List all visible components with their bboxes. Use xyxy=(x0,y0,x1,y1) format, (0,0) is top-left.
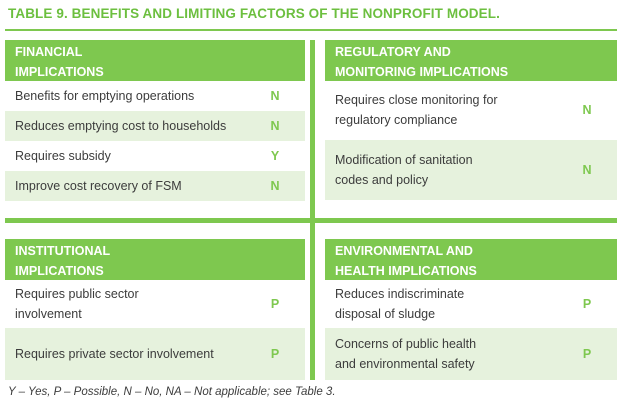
table-row: Requires public sector involvement P xyxy=(5,280,305,328)
environmental-heading-line1: ENVIRONMENTAL AND xyxy=(335,244,473,258)
table-row: Improve cost recovery of FSM N xyxy=(5,171,305,201)
institutional-heading-line2: IMPLICATIONS xyxy=(15,264,104,278)
table-row: Benefits for emptying operations N xyxy=(5,81,305,111)
table-row: Reduces emptying cost to households N xyxy=(5,111,305,141)
financial-heading-line1: FINANCIAL xyxy=(15,45,83,59)
row-value: P xyxy=(270,347,280,361)
row-label: Requires subsidy xyxy=(15,149,111,163)
table-row: Reduces indiscriminate disposal of sludg… xyxy=(325,280,617,328)
row-label-line2: and environmental safety xyxy=(335,357,475,371)
table-row: Concerns of public health and environmen… xyxy=(325,328,617,380)
table-title: TABLE 9. BENEFITS AND LIMITING FACTORS O… xyxy=(8,6,500,21)
row-value: P xyxy=(270,297,280,311)
regulatory-heading-line2: MONITORING IMPLICATIONS xyxy=(335,65,509,79)
row-value: N xyxy=(270,119,280,133)
horizontal-divider xyxy=(5,218,617,223)
footnote: Y – Yes, P – Possible, N – No, NA – Not … xyxy=(8,386,336,398)
row-value: P xyxy=(582,347,592,361)
row-label: Requires close monitoring for regulatory… xyxy=(335,90,498,130)
environmental-heading: ENVIRONMENTAL AND HEALTH IMPLICATIONS xyxy=(325,239,617,280)
regulatory-panel: REGULATORY AND MONITORING IMPLICATIONS R… xyxy=(325,40,617,200)
row-label-line1: Concerns of public health xyxy=(335,337,477,351)
row-label-line2: regulatory compliance xyxy=(335,113,458,127)
environmental-heading-line2: HEALTH IMPLICATIONS xyxy=(335,264,477,278)
row-label: Concerns of public health and environmen… xyxy=(335,334,476,374)
row-label-line1: Reduces indiscriminate xyxy=(335,287,465,301)
row-label-line1: Modification of sanitation xyxy=(335,153,473,167)
row-value: N xyxy=(270,179,280,193)
regulatory-heading-line1: REGULATORY AND xyxy=(335,45,451,59)
row-label: Reduces emptying cost to households xyxy=(15,119,227,133)
table-row: Requires subsidy Y xyxy=(5,141,305,171)
table-row: Requires private sector involvement P xyxy=(5,328,305,380)
row-label-line2: disposal of sludge xyxy=(335,307,436,321)
row-label: Improve cost recovery of FSM xyxy=(15,179,182,193)
institutional-heading: INSTITUTIONAL IMPLICATIONS xyxy=(5,239,305,280)
row-label: Modification of sanitation codes and pol… xyxy=(335,150,473,190)
regulatory-heading: REGULATORY AND MONITORING IMPLICATIONS xyxy=(325,40,617,81)
top-rule xyxy=(5,29,617,31)
financial-heading: FINANCIAL IMPLICATIONS xyxy=(5,40,305,81)
institutional-panel: INSTITUTIONAL IMPLICATIONS Requires publ… xyxy=(5,239,305,380)
row-value: N xyxy=(582,163,592,177)
row-label-line1: Requires close monitoring for xyxy=(335,93,498,107)
row-label-line2: codes and policy xyxy=(335,173,429,187)
table-row: Requires close monitoring for regulatory… xyxy=(325,81,617,140)
financial-heading-line2: IMPLICATIONS xyxy=(15,65,104,79)
row-label-line1: Requires public sector xyxy=(15,287,139,301)
vertical-divider xyxy=(310,40,315,380)
environmental-panel: ENVIRONMENTAL AND HEALTH IMPLICATIONS Re… xyxy=(325,239,617,380)
institutional-heading-line1: INSTITUTIONAL xyxy=(15,244,111,258)
row-label-line2: involvement xyxy=(15,307,82,321)
row-label: Requires public sector involvement xyxy=(15,284,139,324)
row-value: P xyxy=(582,297,592,311)
row-value: N xyxy=(270,89,280,103)
row-label: Reduces indiscriminate disposal of sludg… xyxy=(335,284,464,324)
table-row: Modification of sanitation codes and pol… xyxy=(325,140,617,200)
row-value: Y xyxy=(270,149,280,163)
row-value: N xyxy=(582,103,592,117)
row-label: Benefits for emptying operations xyxy=(15,89,195,103)
financial-panel: FINANCIAL IMPLICATIONS Benefits for empt… xyxy=(5,40,305,201)
row-label: Requires private sector involvement xyxy=(15,347,214,361)
